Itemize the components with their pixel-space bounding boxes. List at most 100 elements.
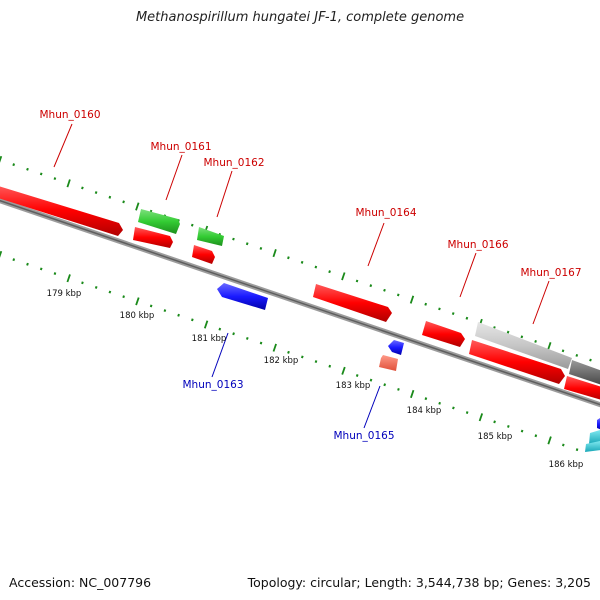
- minor-tick: [94, 285, 98, 289]
- minor-tick: [26, 167, 29, 171]
- gene-mhun-0162-secondary[interactable]: [192, 245, 215, 264]
- gene-partial-cyan-edge[interactable]: [589, 430, 600, 444]
- major-tick: [135, 202, 140, 211]
- minor-tick: [287, 256, 290, 260]
- label-line-mhun-0162: [216, 170, 233, 218]
- major-tick: [272, 249, 277, 258]
- minor-tick: [561, 443, 565, 447]
- gene-mhun-0161-secondary[interactable]: [133, 227, 173, 248]
- gene-mhun-0166-gray[interactable]: [475, 322, 572, 369]
- gene-mhun-0168-partial[interactable]: [569, 360, 600, 386]
- minor-tick: [438, 401, 441, 405]
- gene-mhun-0163[interactable]: [217, 283, 268, 310]
- minor-tick: [438, 307, 441, 311]
- scale-label: 180 kbp: [120, 311, 155, 321]
- scale-label: 185 kbp: [478, 432, 513, 442]
- minor-tick: [424, 397, 428, 401]
- scale-label: 181 kbp: [192, 334, 227, 344]
- minor-tick: [26, 262, 29, 266]
- minor-tick: [122, 295, 125, 299]
- label-line-mhun-0161: [165, 154, 183, 201]
- gene-label[interactable]: Mhun_0167: [521, 267, 582, 279]
- minor-tick: [53, 272, 57, 275]
- minor-tick: [81, 281, 84, 285]
- gene-partial-cyan-edge-2[interactable]: [585, 441, 600, 452]
- minor-tick: [259, 341, 263, 345]
- minor-tick: [94, 191, 98, 195]
- minor-tick: [507, 425, 510, 428]
- gene-label[interactable]: Mhun_0160: [40, 109, 101, 121]
- minor-tick: [300, 260, 304, 264]
- scale-label: 184 kbp: [407, 406, 442, 416]
- gene-mhun-0165-rna[interactable]: [379, 355, 398, 371]
- minor-tick: [589, 358, 592, 362]
- gene-mhun-0162[interactable]: [197, 227, 224, 246]
- major-tick: [409, 295, 415, 304]
- backbone-outer: [0, 198, 600, 408]
- minor-tick: [506, 330, 510, 334]
- gene-label[interactable]: Mhun_0165: [334, 430, 395, 442]
- gene-mhun-0165[interactable]: [388, 340, 404, 355]
- minor-tick: [369, 378, 373, 382]
- minor-tick: [561, 349, 565, 353]
- minor-tick: [232, 237, 235, 241]
- scale-label: 183 kbp: [336, 381, 371, 391]
- map-title: Methanospirillum hungatei JF-1, complete…: [135, 10, 465, 25]
- gene-label[interactable]: Mhun_0164: [356, 207, 417, 219]
- lower-scale-track: [0, 250, 579, 452]
- minor-tick: [108, 290, 112, 294]
- major-tick: [410, 389, 415, 399]
- minor-tick: [314, 265, 318, 269]
- gene-label[interactable]: Mhun_0163: [183, 379, 244, 391]
- major-tick: [0, 250, 3, 258]
- minor-tick: [465, 411, 469, 414]
- minor-tick: [465, 316, 469, 320]
- gene-mhun-0161[interactable]: [138, 209, 180, 234]
- gene-label[interactable]: Mhun_0161: [151, 141, 212, 153]
- major-tick: [341, 366, 346, 375]
- label-line-mhun-0164: [367, 222, 385, 267]
- minor-tick: [452, 406, 455, 410]
- gene-label[interactable]: Mhun_0166: [448, 239, 509, 251]
- minor-tick: [328, 270, 331, 274]
- label-line-mhun-0165: [363, 385, 381, 429]
- gene-mhun-0167[interactable]: [469, 340, 565, 384]
- gene-mhun-0160[interactable]: [0, 185, 123, 236]
- minor-tick: [259, 246, 263, 250]
- minor-tick: [534, 339, 537, 343]
- minor-tick: [122, 200, 125, 204]
- minor-tick: [534, 434, 538, 438]
- scale-label: 179 kbp: [47, 289, 82, 299]
- minor-tick: [424, 302, 428, 306]
- minor-tick: [383, 383, 387, 387]
- gene-partial-blue-edge[interactable]: [597, 418, 600, 430]
- major-tick: [66, 179, 71, 188]
- minor-tick: [396, 293, 400, 297]
- major-tick: [203, 320, 209, 329]
- label-line-mhun-0167: [532, 280, 550, 325]
- minor-tick: [245, 242, 249, 246]
- minor-tick: [108, 195, 112, 199]
- gene-mhun-0164[interactable]: [313, 284, 392, 322]
- minor-tick: [81, 186, 84, 190]
- minor-tick: [245, 336, 249, 340]
- gene-mhun-0168b-partial[interactable]: [564, 376, 600, 401]
- label-line-mhun-0166: [459, 252, 477, 298]
- minor-tick: [163, 309, 167, 313]
- minor-tick: [575, 353, 579, 357]
- minor-tick: [300, 355, 304, 359]
- minor-tick: [218, 327, 222, 331]
- gene-label[interactable]: Mhun_0162: [204, 157, 265, 169]
- minor-tick: [314, 360, 318, 364]
- gene-mhun-0166[interactable]: [422, 321, 465, 347]
- minor-tick: [53, 177, 57, 181]
- major-tick: [66, 274, 71, 283]
- label-line-mhun-0160: [53, 123, 73, 168]
- major-tick: [341, 272, 346, 281]
- minor-tick: [355, 374, 359, 377]
- major-tick: [272, 343, 277, 352]
- major-tick: [0, 155, 3, 163]
- minor-tick: [397, 387, 400, 391]
